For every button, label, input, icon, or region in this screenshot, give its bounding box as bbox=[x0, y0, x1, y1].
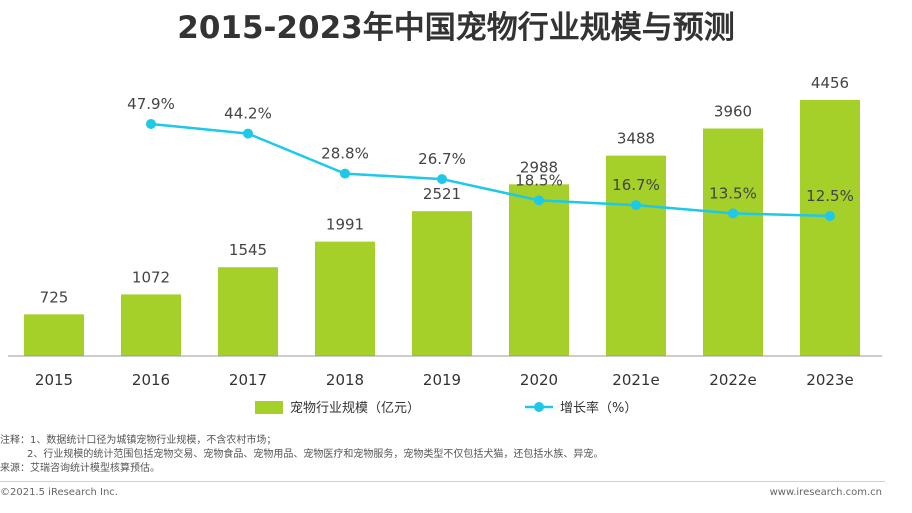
x-tick-2023e: 2023e bbox=[806, 371, 853, 389]
legend: 宠物行业规模（亿元） 增长率（%） bbox=[255, 400, 637, 416]
legend-label-bar: 宠物行业规模（亿元） bbox=[290, 400, 420, 416]
growth-point-2017 bbox=[243, 128, 253, 139]
bar-2015 bbox=[24, 314, 84, 356]
bar-2017 bbox=[218, 267, 278, 356]
bar-2022e bbox=[703, 128, 763, 356]
combo-chart: 725 1072 1545 1991 2521 2988 3488 3960 4456 2015… bbox=[8, 74, 882, 416]
x-tick-2017: 2017 bbox=[229, 371, 267, 389]
source-note: 来源：艾瑞咨询统计模型核算预估。 bbox=[0, 463, 160, 474]
growth-point-2018 bbox=[340, 168, 350, 179]
copyright: ©2021.5 iResearch Inc. bbox=[0, 487, 118, 498]
growth-rate-line bbox=[150, 122, 831, 218]
bar-2023e bbox=[800, 100, 860, 356]
legend-label-line: 增长率（%） bbox=[560, 400, 637, 416]
growth-label-2020: 18.5% bbox=[515, 171, 563, 189]
growth-label-2017: 44.2% bbox=[224, 105, 272, 123]
growth-point-2020 bbox=[534, 195, 544, 206]
note-2: 2、行业规模的统计范围包括宠物交易、宠物食品、宠物用品、宠物医疗和宠物服务，宠物… bbox=[27, 449, 604, 460]
growth-point-2023e bbox=[825, 211, 835, 221]
bar-2016 bbox=[121, 294, 181, 356]
website-url: www.iresearch.com.cn bbox=[769, 487, 882, 498]
bar-value-label-2022e: 3960 bbox=[714, 102, 752, 120]
x-ticks-layer: 2015 2016 2017 2018 2019 2020 2021e 2022e 2023e bbox=[35, 371, 854, 389]
bar-value-label-2021e: 3488 bbox=[617, 130, 655, 148]
x-tick-2016: 2016 bbox=[132, 371, 170, 389]
bar-value-label-2015: 725 bbox=[40, 288, 69, 306]
bar-value-label-2018: 1991 bbox=[326, 216, 364, 234]
bar-2019 bbox=[412, 211, 472, 356]
growth-point-2021e bbox=[631, 200, 641, 211]
growth-label-2016: 47.9% bbox=[127, 95, 175, 113]
x-tick-2020: 2020 bbox=[520, 371, 558, 389]
chart-title: 2015-2023年中国宠物行业规模与预测 bbox=[177, 10, 735, 46]
bar-value-label-2016: 1072 bbox=[132, 268, 170, 286]
x-tick-2021e: 2021e bbox=[612, 371, 659, 389]
note-1: 注释：1、数据统计口径为城镇宠物行业规模，不含农村市场； bbox=[0, 435, 277, 446]
growth-point-2016 bbox=[146, 118, 156, 129]
bars-layer: 725 1072 1545 1991 2521 2988 3488 3960 4456 bbox=[24, 74, 860, 356]
bar-2020 bbox=[509, 184, 569, 356]
growth-label-2021e: 16.7% bbox=[612, 176, 660, 194]
bar-value-label-2020: 2988 bbox=[520, 158, 558, 176]
bar-2018 bbox=[315, 241, 375, 356]
growth-line-layer: 47.9% 44.2% 28.8% 26.7% 18.5% 16.7% 13.5% 12.5% bbox=[127, 95, 854, 221]
growth-label-2019: 26.7% bbox=[418, 150, 466, 168]
growth-point-2022e bbox=[728, 208, 738, 219]
footer-divider bbox=[0, 481, 885, 482]
x-tick-2018: 2018 bbox=[326, 371, 364, 389]
bar-value-label-2019: 2521 bbox=[423, 185, 461, 203]
growth-point-2019 bbox=[437, 174, 447, 185]
footnotes: 注释：1、数据统计口径为城镇宠物行业规模，不含农村市场； 2、行业规模的统计范围… bbox=[0, 434, 603, 476]
bar-2021e bbox=[606, 155, 666, 356]
bar-value-label-2023e: 4456 bbox=[811, 74, 849, 92]
x-tick-2015: 2015 bbox=[35, 371, 73, 389]
legend-swatch-bar bbox=[255, 401, 283, 414]
growth-label-2023e: 12.5% bbox=[806, 187, 854, 205]
growth-label-2018: 28.8% bbox=[321, 145, 369, 163]
legend-swatch-dot bbox=[534, 402, 544, 412]
bar-value-label-2017: 1545 bbox=[229, 241, 267, 259]
x-tick-2019: 2019 bbox=[423, 371, 461, 389]
growth-label-2022e: 13.5% bbox=[709, 184, 757, 202]
x-tick-2022e: 2022e bbox=[709, 371, 756, 389]
